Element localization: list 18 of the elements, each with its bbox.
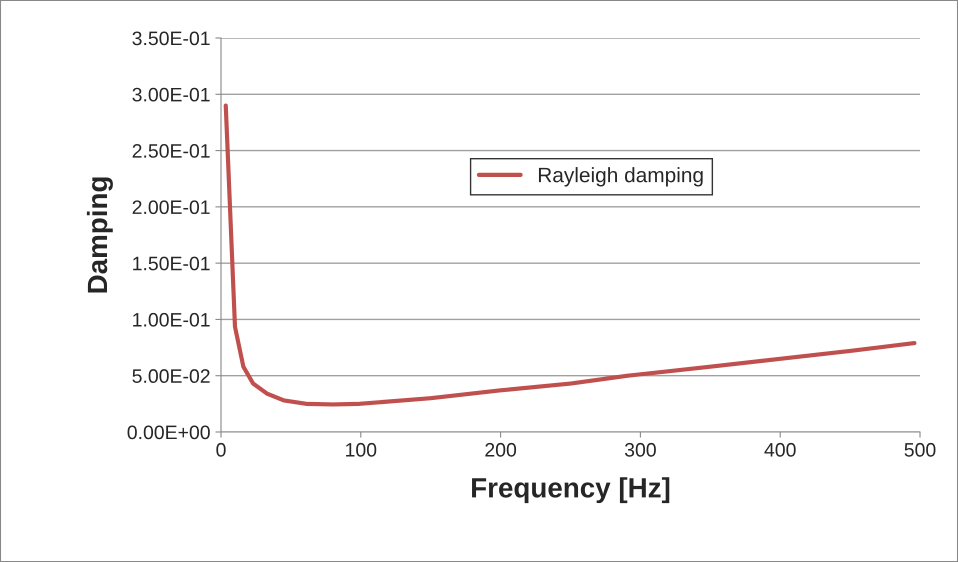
x-tick-label: 100 xyxy=(346,442,376,457)
y-axis-title: Damping xyxy=(86,177,113,293)
legend-label: Rayleigh damping xyxy=(538,167,703,186)
line-series xyxy=(224,103,916,407)
y-tick-label: 2.00E-01 xyxy=(132,200,210,214)
y-tick-label: 3.00E-01 xyxy=(132,88,210,102)
x-tick-label: 400 xyxy=(764,442,796,457)
x-axis-title: Frequency [Hz] xyxy=(472,477,670,504)
x-tick-label: 500 xyxy=(904,442,936,457)
y-tick-label: 1.50E-01 xyxy=(133,256,210,270)
x-tick-label: 0 xyxy=(216,442,226,457)
y-tick-label: 5.00E-02 xyxy=(132,369,210,383)
y-tick-label: 2.50E-01 xyxy=(132,144,210,158)
y-tick-label: 3.50E-01 xyxy=(132,31,210,46)
y-tick-label: 0.00E+00 xyxy=(128,425,210,440)
y-tick-label: 1.00E-01 xyxy=(133,312,210,327)
x-tick-label: 300 xyxy=(624,442,656,457)
x-tick-label: 200 xyxy=(485,442,516,457)
